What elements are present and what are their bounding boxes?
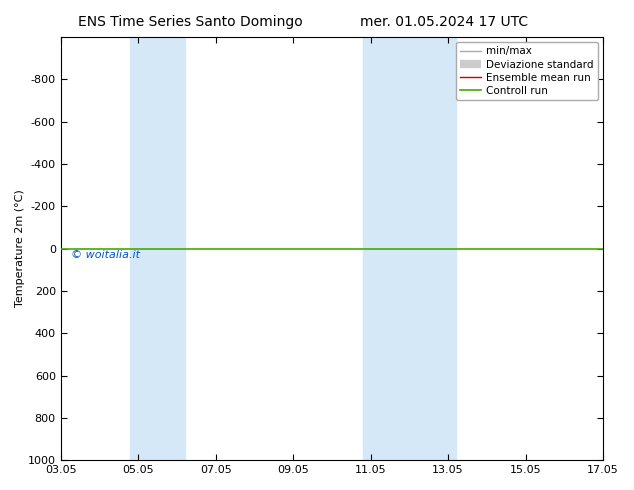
Text: mer. 01.05.2024 17 UTC: mer. 01.05.2024 17 UTC — [359, 15, 528, 29]
Y-axis label: Temperature 2m (°C): Temperature 2m (°C) — [15, 190, 25, 307]
Legend: min/max, Deviazione standard, Ensemble mean run, Controll run: min/max, Deviazione standard, Ensemble m… — [456, 42, 598, 100]
Text: © woitalia.it: © woitalia.it — [72, 250, 141, 260]
Text: ENS Time Series Santo Domingo: ENS Time Series Santo Domingo — [78, 15, 302, 29]
Bar — [131, 37, 184, 460]
Bar — [363, 37, 456, 460]
